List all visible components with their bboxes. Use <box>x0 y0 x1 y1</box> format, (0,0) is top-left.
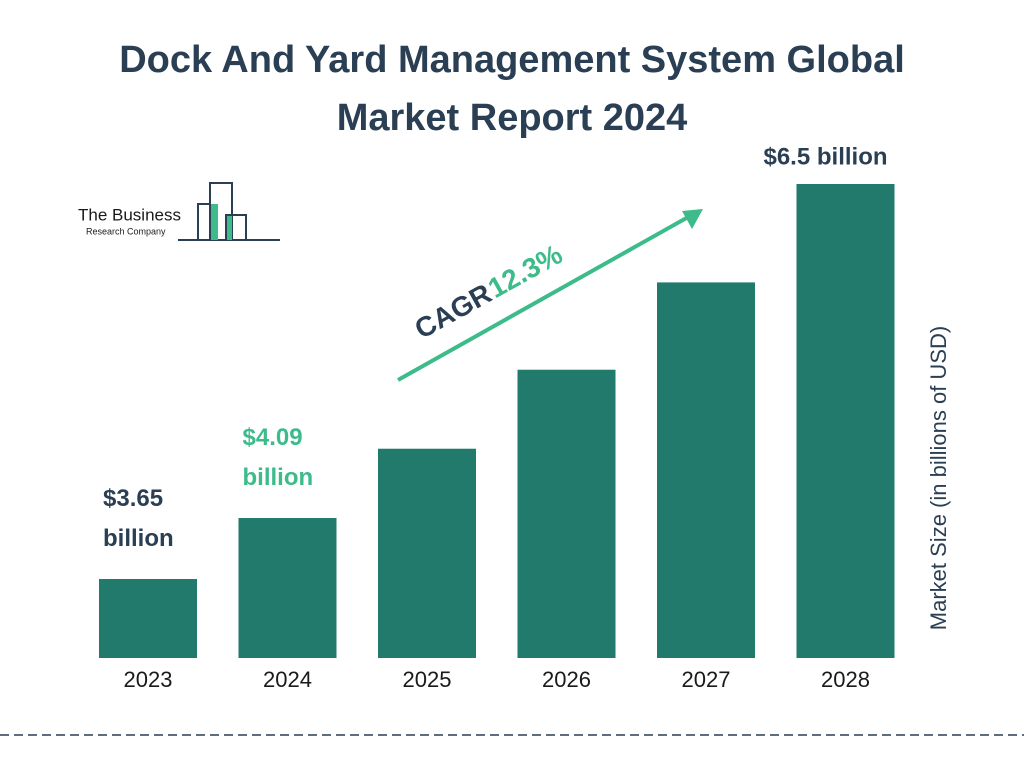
bar <box>517 369 616 658</box>
chart-title: Dock And Yard Management System Global <box>119 39 905 81</box>
logo-text: Research Company <box>86 226 166 236</box>
bar <box>238 518 337 658</box>
x-tick-label: 2027 <box>682 667 731 692</box>
x-tick-label: 2023 <box>124 667 173 692</box>
value-label: $6.5 billion <box>763 143 887 170</box>
x-tick-label: 2024 <box>263 667 312 692</box>
chart-title: Market Report 2024 <box>337 97 688 139</box>
logo-text: The Business <box>78 205 181 224</box>
cagr-label: CAGR <box>409 278 496 345</box>
y-axis-title: Market Size (in billions of USD) <box>926 326 951 630</box>
x-tick-label: 2025 <box>403 667 452 692</box>
cagr-arrow <box>397 214 691 382</box>
bar <box>378 448 476 658</box>
bar <box>99 579 197 658</box>
x-tick-label: 2028 <box>821 667 870 692</box>
logo: The Business Research Company <box>78 182 280 241</box>
bar <box>657 282 755 658</box>
cagr-arrowhead <box>682 209 703 229</box>
bar <box>796 184 895 658</box>
value-label: $3.65 billion <box>103 485 174 552</box>
value-label: $4.09 billion <box>243 424 314 491</box>
x-tick-label: 2026 <box>542 667 591 692</box>
